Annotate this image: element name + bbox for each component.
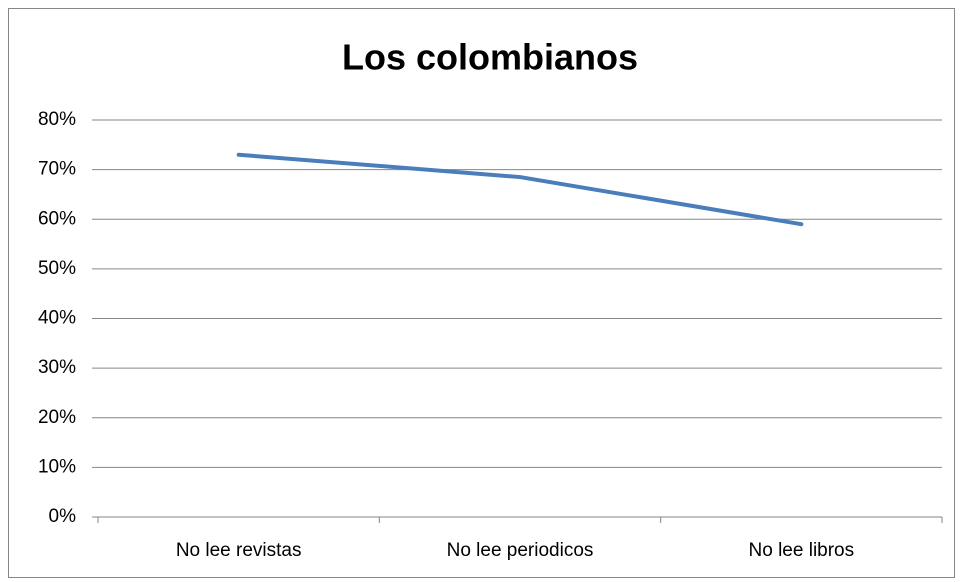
- y-tick-label: 80%: [38, 109, 76, 130]
- y-tick-label: 30%: [38, 357, 76, 378]
- y-tick-label: 50%: [38, 258, 76, 279]
- chart-frame: [8, 8, 955, 578]
- x-tick-label: No lee periodicos: [447, 540, 594, 561]
- x-tick-label: No lee revistas: [176, 540, 302, 561]
- y-tick-label: 0%: [49, 506, 77, 527]
- x-tick-label: No lee libros: [749, 540, 855, 561]
- chart-title: Los colombianos: [342, 37, 638, 78]
- y-tick-label: 60%: [38, 208, 76, 229]
- y-tick-label: 70%: [38, 159, 76, 180]
- y-tick-label: 20%: [38, 407, 76, 428]
- line-series: [236, 152, 804, 227]
- y-tick-label: 40%: [38, 308, 76, 329]
- y-tick-label: 10%: [38, 456, 76, 477]
